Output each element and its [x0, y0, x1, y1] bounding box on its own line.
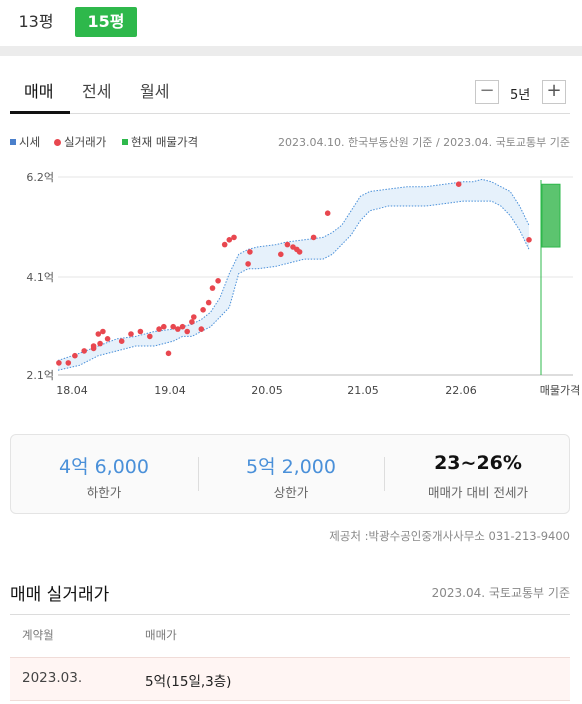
deals-basis-note: 2023.04. 국토교통부 기준 [431, 586, 570, 600]
market-price-band [58, 179, 529, 371]
deal-month: 2023.03. [22, 670, 83, 686]
actual-deal-point [137, 328, 144, 335]
provider-info: 제공처 :박광수공인중개사사무소 031-213-9400 [329, 529, 570, 543]
price-summary: 4억 6,000 하한가 5억 2,000 상한가 23~26% 매매가 대비 … [10, 434, 570, 514]
actual-deal-point [156, 326, 162, 332]
period-minus-button[interactable]: − [475, 80, 499, 104]
chart-source-note: 2023.04.10. 한국부동산원 기준 / 2023.04. 국토교통부 기… [278, 136, 570, 149]
size-tab-13[interactable]: 13평 [18, 12, 54, 31]
actual-deal-point [296, 249, 303, 255]
green-square-icon [122, 139, 128, 145]
actual-deal-point [284, 241, 291, 248]
size-tab-bar: 13평 15평 [0, 0, 582, 46]
actual-deal-point [215, 278, 221, 284]
section-rule [10, 614, 570, 615]
legend-item-market-price: 시세 [10, 134, 40, 150]
legend-item-actual-deal: 실거래가 [54, 134, 106, 150]
actual-deal-point [278, 251, 284, 258]
x-tick-label: 18.04 [56, 384, 88, 397]
summary-ratio: 23~26% 매매가 대비 전세가 [385, 435, 571, 515]
chart-legend: 시세 실거래가 현재 매물가격 2023.04.10. 한국부동산원 기준 / … [10, 134, 570, 150]
active-tab-underline [10, 111, 70, 114]
y-tick-label: 2.1억 [26, 369, 54, 382]
summary-divider [384, 457, 385, 491]
actual-deal-point [165, 350, 172, 357]
actual-deal-point [526, 237, 532, 243]
x-tick-label: 매물가격 [540, 384, 580, 397]
size-tab-15[interactable]: 15평 [75, 7, 137, 37]
high-price-value: 5억 2,000 [245, 456, 336, 478]
jeonse-ratio-label: 매매가 대비 전세가 [428, 485, 528, 500]
actual-deal-point [226, 237, 233, 243]
summary-high: 5억 2,000 상한가 [198, 435, 384, 515]
actual-deal-point [65, 360, 72, 366]
actual-deal-point [104, 336, 111, 342]
actual-deal-point [198, 326, 205, 332]
actual-deal-point [324, 210, 331, 216]
x-tick-label: 22.06 [445, 384, 477, 397]
legend-item-listing-price: 현재 매물가격 [122, 134, 198, 150]
actual-deal-point [97, 340, 103, 347]
actual-deal-point [170, 323, 176, 330]
actual-deal-point [247, 249, 253, 255]
listing-price-range [541, 183, 561, 248]
tab-monthly-rent[interactable]: 월세 [140, 82, 170, 101]
deal-type-tabs: 매매 전세 월세 − 5년 + [10, 70, 570, 114]
y-tick-label: 4.1억 [26, 271, 54, 284]
summary-divider [198, 457, 199, 491]
actual-deal-point [191, 314, 197, 320]
column-header-price: 매매가 [145, 628, 177, 642]
market-price-lower-line [57, 200, 530, 371]
actual-deal-point [128, 331, 134, 337]
period-label: 5년 [510, 88, 531, 103]
actual-deal-point [118, 338, 125, 344]
actual-deal-point [179, 323, 186, 330]
high-price-label: 상한가 [273, 485, 309, 500]
actual-deal-point [175, 326, 181, 332]
low-price-label: 하한가 [86, 485, 122, 500]
actual-deal-point [56, 360, 62, 366]
actual-deal-point [245, 261, 251, 267]
actual-deal-point [81, 348, 87, 354]
price-chart: 6.2억 4.1억 2.1억 18.04 19.04 20.05 21.05 22.06 매물가… [0, 160, 582, 400]
actual-deal-point [221, 241, 228, 248]
deals-section-title: 매매 실거래가 [10, 585, 110, 605]
jeonse-ratio-value: 23~26% [434, 452, 522, 474]
actual-deal-point [90, 343, 97, 349]
actual-deal-point [72, 352, 78, 359]
x-tick-label: 19.04 [154, 384, 186, 397]
actual-deal-point [310, 234, 317, 241]
x-tick-label: 20.05 [251, 384, 283, 397]
tab-jeonse[interactable]: 전세 [82, 82, 112, 101]
y-tick-label: 6.2억 [26, 171, 54, 184]
period-plus-button[interactable]: + [542, 80, 566, 104]
actual-deal-point [231, 234, 237, 241]
actual-deal-point [100, 328, 106, 335]
low-price-value: 4억 6,000 [58, 456, 149, 478]
actual-deal-point [189, 319, 195, 325]
actual-deal-point [161, 323, 167, 330]
actual-deal-point [184, 328, 190, 335]
red-dot-icon [54, 139, 61, 146]
actual-deal-point [147, 333, 153, 340]
actual-deal-point [205, 299, 212, 306]
section-divider [0, 46, 582, 56]
actual-deal-point [209, 285, 216, 291]
actual-deal-point [95, 331, 102, 337]
summary-low: 4억 6,000 하한가 [11, 435, 197, 515]
table-row[interactable]: 2023.03. 5억(15일,3층) [10, 657, 570, 701]
blue-square-icon [10, 139, 16, 145]
actual-deal-point [455, 181, 462, 187]
actual-deal-point [200, 307, 206, 313]
tab-sale[interactable]: 매매 [24, 82, 54, 101]
deal-price: 5억(15일,3층) [145, 674, 232, 690]
x-tick-label: 21.05 [347, 384, 379, 397]
column-header-month: 계약월 [22, 628, 54, 642]
